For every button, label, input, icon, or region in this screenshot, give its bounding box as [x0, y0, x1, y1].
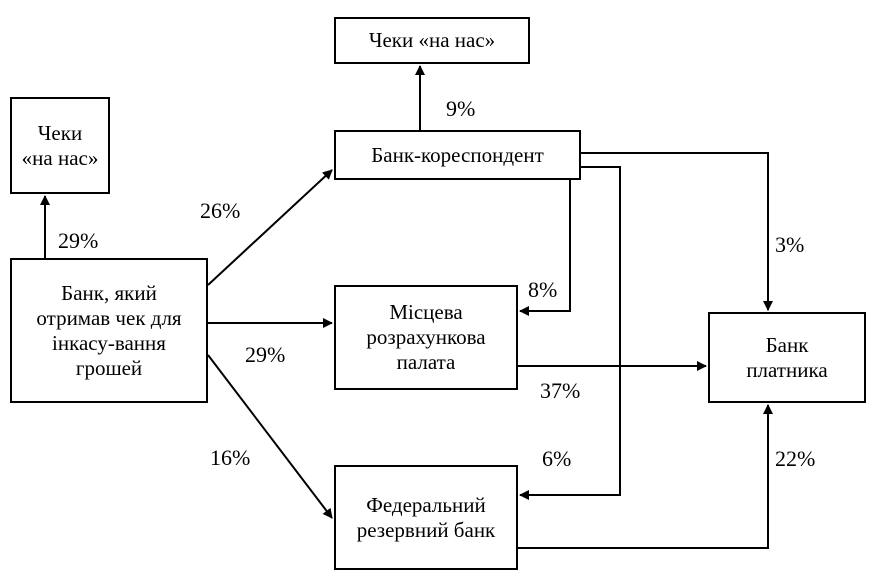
edge-label: 16% — [210, 445, 251, 470]
edge-label: 29% — [245, 342, 286, 367]
node-label: Банк платника — [746, 332, 828, 382]
node-label: Місцева розрахункова палата — [366, 300, 486, 374]
node-checks-left: Чеки «на нас» — [10, 97, 110, 194]
arrow-correspondent-to-clearing — [519, 180, 571, 316]
node-payer-bank: Банк платника — [708, 312, 866, 403]
node-clearing-house: Місцева розрахункова палата — [334, 285, 518, 390]
node-label: Чеки «на нас» — [21, 120, 99, 170]
edge-label: 26% — [200, 198, 241, 223]
edge-label: 9% — [446, 96, 476, 121]
node-collecting-bank: Банк, який отримав чек для інкасу-вання … — [10, 258, 208, 403]
node-label: Банк-кореспондент — [371, 142, 544, 167]
node-label: Чеки «на нас» — [368, 28, 496, 52]
node-label: Банк, який отримав чек для інкасу-вання … — [36, 280, 182, 380]
edge-label: 37% — [540, 378, 581, 403]
arrow-correspondent-to-federal — [519, 166, 621, 500]
edge-label: 8% — [528, 277, 558, 302]
arrow-collecting-to-federal — [207, 354, 333, 519]
arrow-correspondent-to-payer — [581, 152, 773, 311]
edge-label: 29% — [58, 228, 99, 253]
arrow-collecting-to-correspondent — [207, 169, 333, 286]
node-federal-reserve: Федеральний резервний банк — [334, 465, 518, 570]
edge-label: 6% — [542, 446, 572, 471]
node-checks-top: Чеки «на нас» — [334, 17, 530, 64]
node-label: Федеральний резервний банк — [356, 492, 496, 542]
edge-label: 22% — [775, 446, 816, 471]
node-correspondent-bank: Банк-кореспондент — [334, 130, 581, 180]
edge-label: 3% — [775, 232, 805, 257]
arrow-federal-to-payer — [518, 404, 773, 549]
